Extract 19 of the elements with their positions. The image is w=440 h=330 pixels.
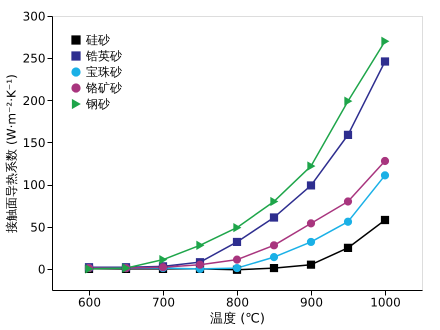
y-tick-label: 50: [30, 220, 46, 234]
y-tick-label: 200: [22, 94, 46, 108]
x-tick-label: 800: [226, 296, 249, 310]
x-tick-label: 600: [78, 296, 101, 310]
y-tick-label: 250: [22, 52, 46, 66]
y-tick-label: 100: [22, 178, 46, 192]
y-tick-label: 0: [38, 262, 46, 276]
y-tick-label: 150: [22, 136, 46, 150]
x-axis-title: 温度 (℃): [210, 310, 265, 326]
legend-label: 钢砂: [85, 97, 110, 111]
y-tick-label: 300: [22, 10, 46, 24]
legend-label: 硅砂: [85, 33, 110, 47]
legend-label: 宝珠砂: [86, 65, 122, 79]
x-tick-label: 900: [300, 296, 323, 310]
x-tick-label: 700: [152, 296, 175, 310]
legend-label: 铬矿砂: [85, 81, 122, 95]
x-tick-label: 1000: [370, 296, 401, 310]
y-axis-title: 接触面导热系数 (W·m⁻²·K⁻¹): [4, 74, 19, 233]
legend-label: 锆英砂: [85, 49, 122, 63]
